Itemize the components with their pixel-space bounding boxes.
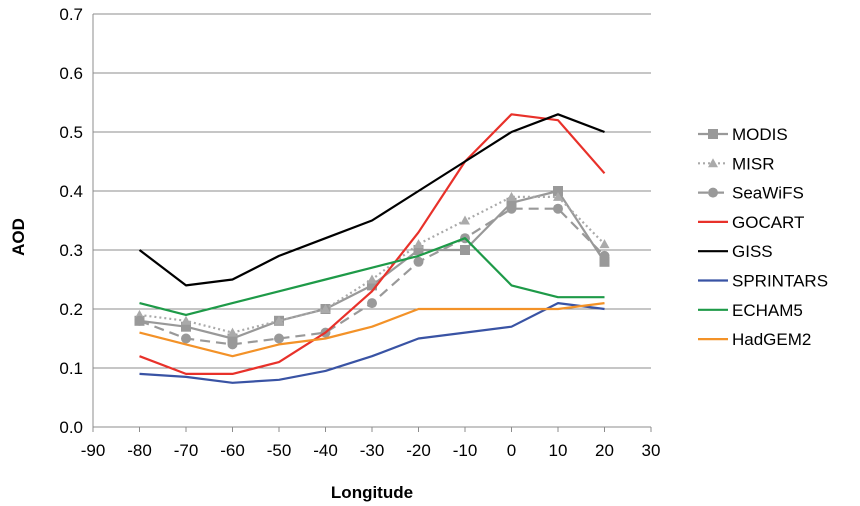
legend-label: MISR [732,154,775,173]
data-point [599,256,610,267]
series-line [138,113,605,287]
legend-item: SPRINTARS [698,272,828,291]
axes [92,14,652,432]
x-tick-label: -70 [174,441,199,460]
y-tick-label: 0.3 [59,241,83,260]
data-point [599,250,610,261]
x-tick-label: -60 [220,441,245,460]
data-point [708,158,718,168]
data-point [506,191,517,201]
data-point [506,203,517,214]
data-point [506,197,517,208]
legend-label: MODIS [732,125,788,144]
y-tick-label: 0.1 [59,359,83,378]
x-tick-label: 10 [549,441,568,460]
data-point [367,274,377,284]
legend-label: GOCART [732,213,804,232]
legend-item: GISS [698,242,773,261]
legend: MODIS MISR SeaWiFS GOCART GISS SPRINTARS ECHAM… [698,125,828,349]
data-point [227,339,238,350]
series-misr [134,191,610,337]
y-tick-label: 0.6 [59,64,83,83]
x-tick-label: -50 [267,441,292,460]
data-point [553,186,563,196]
y-tick-labels: 0.0 0.1 0.2 0.3 0.4 0.5 0.6 0.7 [59,5,83,437]
data-point [181,333,191,344]
series-line [139,113,606,375]
y-tick-label: 0.5 [59,123,83,142]
x-tick-label: -10 [453,441,478,460]
x-tick-label: -40 [313,441,338,460]
legend-label: GISS [732,242,773,261]
data-point [553,203,563,214]
data-point [553,191,563,201]
y-tick-label: 0.2 [59,300,83,319]
y-tick-label: 0.0 [59,418,83,437]
legend-label: SeaWiFS [732,184,804,203]
data-point [367,298,377,309]
y-tick-label: 0.7 [59,5,83,24]
series-line [139,302,605,384]
data-point [708,129,718,139]
x-tick-label: -80 [127,441,152,460]
series-gocart [139,113,606,375]
x-tick-label: 30 [642,441,661,460]
data-point [181,315,191,325]
data-point [181,321,191,332]
data-point [320,304,331,313]
legend-item: MISR [698,154,775,173]
data-point [708,187,718,198]
gridlines [93,13,651,369]
y-axis-title: AOD [9,218,28,256]
series-lines [134,113,610,384]
series-sprintars [139,302,605,384]
data-point [599,239,610,249]
x-tick-label: 0 [507,441,516,460]
series-hadgem2 [139,302,605,358]
series-line [139,302,605,358]
series-line [139,195,606,334]
data-point [460,215,470,225]
legend-label: SPRINTARS [732,272,828,291]
legend-item: GOCART [698,213,804,232]
x-axis-title: Longitude [331,483,413,502]
legend-item: HadGEM2 [698,330,811,349]
x-tick-label: -30 [360,441,385,460]
legend-label: ECHAM5 [732,301,803,320]
data-point [367,280,377,291]
legend-item: MODIS [698,125,788,144]
x-tick-label: -20 [406,441,431,460]
x-tick-label: 20 [595,441,614,460]
data-point [274,315,284,325]
data-point [460,245,470,255]
data-point [227,333,238,344]
x-tick-label: -90 [81,441,106,460]
data-point [274,333,284,344]
series-echam5 [139,237,605,316]
series-giss [138,113,605,287]
data-point [413,245,424,255]
legend-item: ECHAM5 [698,301,803,320]
y-tick-label: 0.4 [59,182,83,201]
x-tick-labels: -90 -80 -70 -60 -50 -40 -30 -20 -10 0 10 20 30 [81,441,661,460]
data-point [413,256,424,267]
data-point [227,327,238,337]
legend-label: HadGEM2 [732,330,811,349]
data-point [134,315,145,326]
series-line [139,237,605,316]
legend-item: SeaWiFS [698,184,804,203]
data-point [413,239,424,249]
series-line [139,189,606,340]
